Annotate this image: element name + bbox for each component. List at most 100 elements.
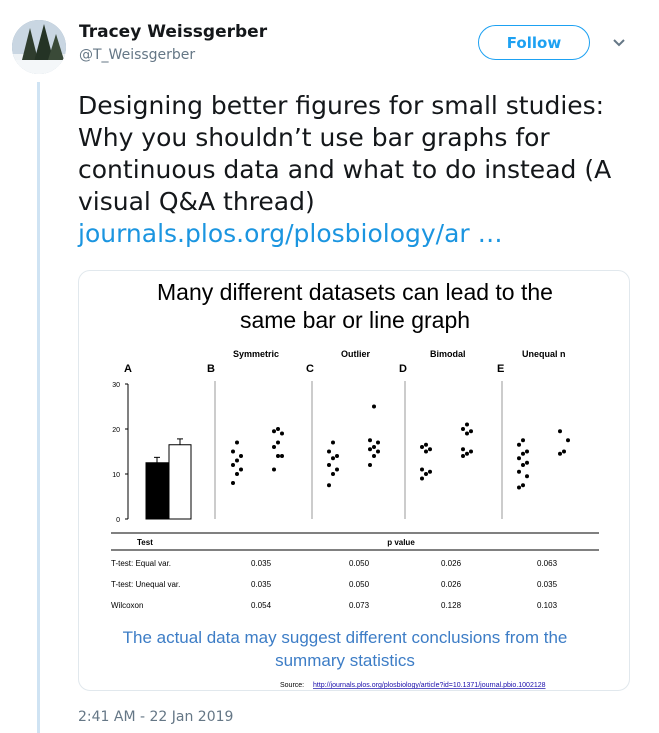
user-name[interactable]: Tracey Weissgerber <box>79 22 268 42</box>
data-point <box>231 463 235 467</box>
data-point <box>521 463 525 467</box>
data-point <box>428 469 432 474</box>
data-point <box>428 447 432 452</box>
data-point <box>517 456 521 461</box>
data-point <box>327 483 331 488</box>
panel-label-d: D <box>399 363 407 375</box>
data-point <box>276 454 280 458</box>
table-cell: 0.035 <box>251 580 272 589</box>
data-point <box>235 472 239 476</box>
table-row-label: T-test: Unequal var. <box>111 580 180 589</box>
avatar-image <box>12 20 66 74</box>
data-point <box>525 449 529 454</box>
data-point <box>521 438 525 443</box>
data-point <box>327 463 331 467</box>
data-point <box>335 454 339 458</box>
data-point <box>465 431 469 436</box>
table-cell: 0.063 <box>537 559 558 568</box>
data-point <box>376 440 380 445</box>
data-point <box>420 476 424 481</box>
y-tick-label-20: 20 <box>112 427 120 434</box>
user-handle[interactable]: @T_Weissgerber <box>79 47 196 63</box>
data-point <box>239 467 243 472</box>
table-cell: 0.103 <box>537 601 558 610</box>
data-point <box>517 442 521 447</box>
data-point <box>235 440 239 445</box>
source-link[interactable]: http://journals.plos.org/plosbiology/art… <box>313 682 546 689</box>
data-point <box>461 447 465 452</box>
data-point <box>465 422 469 427</box>
media-card[interactable]: Many different datasets can lead to the … <box>78 270 630 691</box>
data-point <box>469 449 473 454</box>
avatar[interactable] <box>12 20 66 74</box>
data-point <box>521 483 525 488</box>
panel-title-outlier: Outlier <box>341 349 371 359</box>
tweet-link[interactable]: journals.plos.org/plosbiology/ar … <box>78 219 503 248</box>
panel-title-bimodal: Bimodal <box>430 349 466 359</box>
data-point <box>469 429 473 434</box>
data-point <box>562 449 566 454</box>
bar <box>168 444 192 520</box>
table-cell: 0.073 <box>349 601 370 610</box>
y-tick-label-10: 10 <box>112 472 120 479</box>
data-point <box>239 454 243 458</box>
data-point <box>331 440 335 445</box>
data-point <box>231 481 235 485</box>
data-point <box>420 445 424 449</box>
table-cell: 0.035 <box>537 580 558 589</box>
data-point <box>235 458 239 463</box>
table-cell: 0.026 <box>441 559 462 568</box>
data-point <box>521 451 525 456</box>
data-point <box>368 447 372 452</box>
thread-line <box>37 82 40 733</box>
data-point <box>272 429 276 434</box>
panel-title-symmetric: Symmetric <box>233 349 279 359</box>
figure-title-line1: Many different datasets can lead to the <box>157 279 553 305</box>
data-point <box>461 427 465 431</box>
follow-button[interactable]: Follow <box>478 25 590 60</box>
data-point <box>276 427 280 431</box>
data-point <box>368 463 372 467</box>
data-point <box>372 404 376 409</box>
data-point <box>331 472 335 476</box>
data-point <box>272 467 276 472</box>
data-point <box>331 456 335 461</box>
data-point <box>327 449 331 454</box>
data-point <box>465 451 469 456</box>
data-point <box>525 460 529 465</box>
data-point <box>517 469 521 474</box>
data-point <box>372 445 376 449</box>
table-row-label: T-test: Equal var. <box>111 559 171 568</box>
data-point <box>272 445 276 449</box>
tweet-timestamp[interactable]: 2:41 AM - 22 Jan 2019 <box>78 709 234 725</box>
figure-caption-line1: The actual data may suggest different co… <box>123 628 568 647</box>
tweet-text: Designing better figures for small studi… <box>78 90 638 250</box>
bar <box>145 462 169 520</box>
data-point <box>420 467 424 472</box>
data-point <box>280 454 284 458</box>
data-point <box>376 449 380 454</box>
data-point <box>558 429 562 434</box>
data-point <box>335 467 339 472</box>
data-point <box>372 454 376 458</box>
table-header-test: Test <box>137 538 153 547</box>
data-point <box>517 485 521 490</box>
data-point <box>231 449 235 454</box>
figure-title-line2: same bar or line graph <box>239 307 471 333</box>
data-point <box>566 438 570 443</box>
data-point <box>461 454 465 458</box>
table-cell: 0.050 <box>349 559 370 568</box>
chevron-down-icon[interactable] <box>611 37 627 49</box>
table-header-p-value: p value <box>387 538 415 547</box>
panel-label-c: C <box>306 363 314 375</box>
panel-label-a: A <box>124 363 132 375</box>
data-point <box>368 438 372 443</box>
data-point <box>558 451 562 456</box>
source-label: Source: <box>280 682 304 689</box>
panel-title-unequal-n: Unequal n <box>522 349 566 359</box>
data-point <box>424 472 428 476</box>
table-cell: 0.128 <box>441 601 462 610</box>
data-point <box>525 474 529 479</box>
table-cell: 0.026 <box>441 580 462 589</box>
table-cell: 0.054 <box>251 601 272 610</box>
